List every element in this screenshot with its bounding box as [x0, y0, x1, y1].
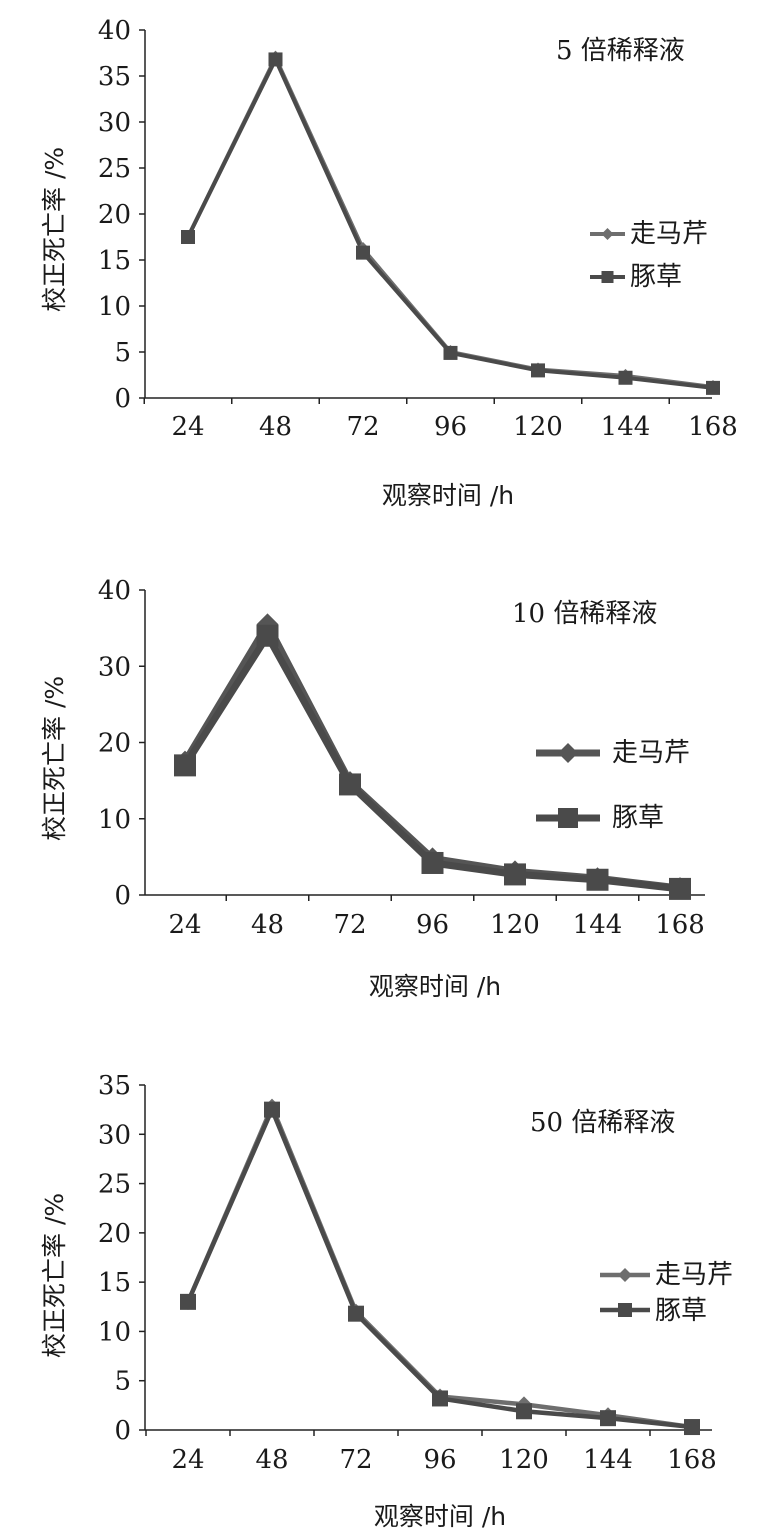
y-tick-label: 30	[98, 1120, 131, 1150]
x-tick-label: 168	[688, 412, 738, 442]
y-tick-label: 15	[98, 246, 131, 276]
data-point-tuncao	[531, 363, 545, 378]
x-tick-label: 120	[513, 412, 563, 442]
x-tick-label: 48	[251, 910, 284, 940]
chart-panel-50x: 0 5 10 15 20 25 30 35 24 48 72 96 120 144 168 50 倍稀释液 …	[0, 1060, 775, 1539]
legend-label-zoumaqin: 走马芹	[630, 219, 709, 249]
data-point-tuncao	[600, 1410, 616, 1427]
y-tick-label: 5	[114, 1367, 131, 1397]
y-tick-label: 15	[98, 1268, 131, 1298]
data-point-tuncao	[684, 1419, 700, 1436]
x-tick-label: 120	[490, 910, 540, 940]
legend-marker	[601, 271, 614, 283]
legend-marker	[558, 808, 578, 828]
y-tick-label: 25	[98, 1170, 131, 1200]
y-axis-label: 校正死亡率 /%	[40, 146, 69, 312]
x-axis-label: 观察时间 /h	[368, 972, 502, 1001]
x-tick-label: 96	[434, 412, 467, 442]
chart-canvas: 0 5 10 15 20 25 30 35 40 24 48 72 96 120 144 168	[98, 16, 738, 442]
data-point-tuncao	[264, 1101, 280, 1118]
data-point-tuncao	[348, 1305, 364, 1322]
data-point-tuncao	[516, 1403, 532, 1420]
y-tick-label: 30	[98, 652, 131, 682]
series-line-zoumaqin	[185, 1104, 693, 1430]
data-point-tuncao	[443, 345, 458, 360]
legend-marker	[618, 1303, 632, 1317]
x-tick-label: 120	[499, 1445, 549, 1475]
data-point-tuncao	[356, 245, 370, 260]
x-tick-label: 72	[333, 910, 366, 940]
series-line-tuncao	[185, 1107, 693, 1430]
data-point-tuncao	[256, 624, 279, 647]
y-tick-label: 40	[98, 16, 131, 46]
data-point-tuncao	[339, 773, 361, 796]
y-tick-label: 20	[98, 729, 131, 759]
legend-marker	[558, 743, 578, 763]
y-tick-label: 35	[98, 1071, 131, 1101]
y-tick-label: 20	[98, 1219, 131, 1249]
data-point-tuncao	[174, 754, 196, 777]
chart-panel-10x: 0 10 20 30 40 24 48 72 96 120 144 168 10 倍稀释液 校正死亡率…	[0, 565, 775, 1005]
data-point-tuncao	[504, 863, 526, 886]
y-tick-label: 40	[98, 576, 131, 606]
data-point-tuncao	[180, 1293, 196, 1310]
y-tick-label: 0	[114, 881, 131, 911]
data-point-tuncao	[268, 52, 283, 67]
y-tick-label: 10	[98, 292, 131, 322]
y-tick-label: 20	[98, 200, 131, 230]
x-tick-label: 48	[255, 1445, 288, 1475]
x-tick-label: 168	[655, 910, 705, 940]
y-axis-label: 校正死亡率 /%	[40, 1192, 69, 1358]
x-tick-label: 144	[601, 412, 651, 442]
y-axis-label: 校正死亡率 /%	[40, 675, 69, 841]
chart-title: 5 倍稀释液	[556, 36, 685, 66]
data-point-tuncao	[432, 1390, 448, 1407]
data-point-tuncao	[618, 370, 633, 385]
legend-marker	[618, 1268, 632, 1282]
data-point-tuncao	[669, 877, 691, 900]
x-tick-label: 96	[423, 1445, 456, 1475]
y-tick-label: 5	[114, 338, 131, 368]
legend-label-tuncao: 豚草	[612, 803, 665, 833]
chart-canvas: 0 5 10 15 20 25 30 35 24 48 72 96 120 144 168	[98, 1071, 717, 1475]
legend-label-zoumaqin: 走马芹	[655, 1260, 734, 1290]
y-tick-label: 10	[98, 805, 131, 835]
y-tick-label: 30	[98, 108, 131, 138]
x-tick-label: 144	[583, 1445, 633, 1475]
legend-label-zoumaqin: 走马芹	[612, 738, 691, 768]
chart-canvas: 0 10 20 30 40 24 48 72 96 120 144 168	[98, 576, 705, 940]
legend-marker	[601, 228, 614, 240]
legend-label-tuncao: 豚草	[655, 1296, 708, 1326]
x-tick-label: 96	[416, 910, 449, 940]
chart-panel-5x: 0 5 10 15 20 25 30 35 40 24 48 72 96 120 144 168 5 倍稀释液…	[0, 0, 775, 520]
x-tick-label: 48	[259, 412, 292, 442]
y-tick-label: 0	[114, 384, 131, 414]
x-tick-label: 72	[346, 412, 379, 442]
x-tick-label: 144	[573, 910, 623, 940]
x-axis-label: 观察时间 /h	[381, 481, 515, 510]
x-tick-label: 24	[168, 910, 201, 940]
chart-title: 50 倍稀释液	[530, 1108, 676, 1138]
y-tick-label: 35	[98, 62, 131, 92]
x-axis-label: 观察时间 /h	[373, 1502, 507, 1531]
data-point-tuncao	[586, 868, 609, 891]
data-point-tuncao	[181, 230, 195, 244]
chart-title: 10 倍稀释液	[512, 599, 658, 629]
legend-label-tuncao: 豚草	[630, 262, 683, 292]
data-point-tuncao	[706, 380, 720, 395]
y-tick-label: 10	[98, 1317, 131, 1347]
x-tick-label: 72	[339, 1445, 372, 1475]
data-point-tuncao	[421, 851, 444, 874]
y-tick-label: 0	[114, 1416, 131, 1446]
x-tick-label: 24	[171, 1445, 204, 1475]
y-tick-label: 25	[98, 154, 131, 184]
x-tick-label: 168	[667, 1445, 717, 1475]
x-tick-label: 24	[171, 412, 204, 442]
